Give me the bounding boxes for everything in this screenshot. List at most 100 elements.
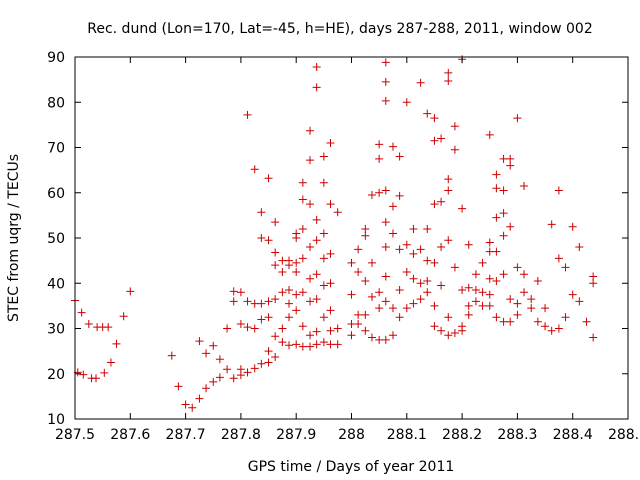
data-point — [388, 331, 397, 340]
x-tick-label: 287.7 — [166, 427, 206, 443]
data-point — [375, 304, 384, 313]
data-point — [298, 178, 307, 187]
data-point — [402, 240, 411, 249]
x-tick-label: 288.3 — [497, 427, 537, 443]
data-point — [181, 400, 190, 409]
data-point — [319, 281, 328, 290]
data-point — [202, 349, 211, 358]
data-point — [319, 313, 328, 322]
data-point — [285, 286, 294, 295]
data-point — [388, 142, 397, 151]
data-point — [541, 304, 550, 313]
data-point — [464, 283, 473, 292]
data-point — [347, 258, 356, 267]
data-point — [215, 355, 224, 364]
data-point — [589, 279, 598, 288]
data-point — [333, 324, 342, 333]
data-point — [589, 333, 598, 342]
data-point — [250, 165, 259, 174]
data-point — [312, 340, 321, 349]
data-point — [367, 258, 376, 267]
data-point — [444, 175, 453, 184]
data-point — [243, 110, 252, 119]
data-point — [458, 322, 467, 331]
data-point — [167, 351, 176, 360]
data-point — [450, 145, 459, 154]
data-point — [298, 254, 307, 263]
data-point — [112, 339, 121, 348]
axis-ticks: 287.5 287.6 287.7 287.8 287.9 288 288.1 288.2 28… — [47, 50, 640, 443]
data-point — [285, 256, 294, 265]
data-point — [506, 222, 515, 231]
data-point — [437, 326, 446, 335]
data-point — [292, 229, 301, 238]
data-point — [361, 310, 370, 319]
data-point — [485, 301, 494, 310]
data-point — [229, 374, 238, 383]
data-point — [77, 308, 86, 317]
data-point — [354, 319, 363, 328]
data-point — [492, 170, 501, 179]
data-point — [478, 258, 487, 267]
data-point — [188, 403, 197, 412]
data-point — [333, 340, 342, 349]
data-point — [416, 245, 425, 254]
data-point — [278, 267, 287, 276]
data-point — [264, 358, 273, 367]
data-point — [202, 384, 211, 393]
data-point — [119, 312, 128, 321]
data-point — [229, 297, 238, 306]
data-point — [492, 276, 501, 285]
data-point — [471, 270, 480, 279]
data-point — [554, 186, 563, 195]
data-point — [485, 290, 494, 299]
data-point — [285, 341, 294, 350]
data-point — [575, 297, 584, 306]
data-point — [423, 276, 432, 285]
data-point — [437, 243, 446, 252]
data-point — [395, 191, 404, 200]
data-point — [319, 229, 328, 238]
x-tick-label: 288 — [338, 427, 365, 443]
data-point — [278, 338, 287, 347]
data-point — [271, 353, 280, 362]
data-point — [367, 191, 376, 200]
data-point — [271, 332, 280, 341]
data-point — [361, 224, 370, 233]
data-point — [575, 243, 584, 252]
data-point — [430, 258, 439, 267]
data-point — [106, 358, 115, 367]
data-point — [589, 272, 598, 281]
data-point — [319, 178, 328, 187]
data-point — [492, 313, 501, 322]
data-point — [430, 200, 439, 209]
data-point — [306, 243, 315, 252]
data-point — [264, 313, 273, 322]
data-point — [347, 290, 356, 299]
data-point — [506, 295, 515, 304]
data-point — [264, 347, 273, 356]
data-point — [306, 342, 315, 351]
data-point — [257, 359, 266, 368]
data-point — [464, 240, 473, 249]
data-point — [471, 286, 480, 295]
data-point — [250, 364, 259, 373]
data-point — [292, 258, 301, 267]
data-point — [223, 324, 232, 333]
x-tick-label: 287.6 — [110, 427, 150, 443]
data-point — [506, 154, 515, 163]
data-point — [292, 267, 301, 276]
data-point — [236, 319, 245, 328]
x-tick-label: 287.8 — [221, 427, 261, 443]
data-point — [92, 374, 101, 383]
data-point — [243, 297, 252, 306]
data-point — [409, 274, 418, 283]
data-point — [547, 326, 556, 335]
y-tick-label: 10 — [47, 412, 65, 428]
data-point — [395, 152, 404, 161]
data-point — [416, 78, 425, 87]
x-tick-label: 288.5 — [608, 427, 640, 443]
data-point — [541, 322, 550, 331]
data-point — [492, 213, 501, 222]
data-point — [506, 161, 515, 170]
